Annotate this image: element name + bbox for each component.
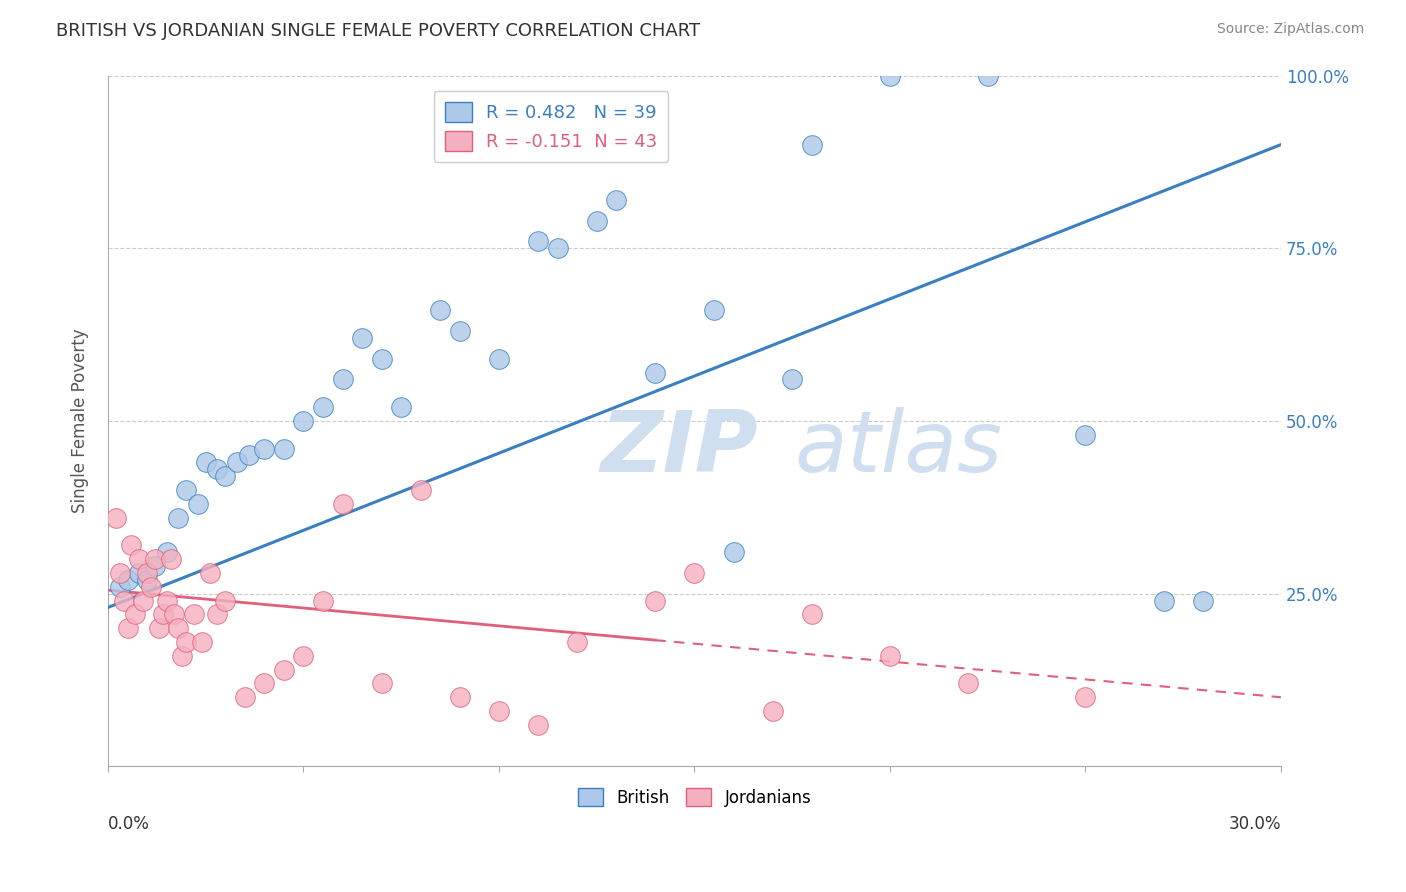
Point	[332, 372, 354, 386]
Point	[191, 635, 214, 649]
Point	[159, 552, 181, 566]
Point	[136, 573, 159, 587]
Point	[409, 483, 432, 497]
Point	[605, 193, 627, 207]
Point	[143, 552, 166, 566]
Point	[156, 545, 179, 559]
Point	[273, 663, 295, 677]
Point	[183, 607, 205, 622]
Point	[174, 635, 197, 649]
Point	[1074, 690, 1097, 705]
Point	[207, 607, 229, 622]
Point	[172, 648, 194, 663]
Point	[312, 400, 335, 414]
Point	[214, 593, 236, 607]
Point	[547, 241, 569, 255]
Point	[156, 593, 179, 607]
Point	[312, 593, 335, 607]
Point	[370, 351, 392, 366]
Point	[352, 331, 374, 345]
Point	[128, 566, 150, 580]
Point	[800, 137, 823, 152]
Point	[879, 69, 901, 83]
Point	[488, 351, 510, 366]
Point	[585, 213, 607, 227]
Text: 0.0%: 0.0%	[108, 814, 150, 832]
Point	[644, 593, 666, 607]
Point	[567, 635, 589, 649]
Point	[800, 607, 823, 622]
Point	[174, 483, 197, 497]
Point	[238, 449, 260, 463]
Y-axis label: Single Female Poverty: Single Female Poverty	[72, 328, 89, 513]
Point	[120, 538, 142, 552]
Point	[957, 676, 980, 690]
Point	[292, 414, 315, 428]
Point	[187, 497, 209, 511]
Point	[332, 497, 354, 511]
Point	[273, 442, 295, 456]
Legend: British, Jordanians: British, Jordanians	[571, 781, 818, 814]
Point	[198, 566, 221, 580]
Point	[132, 593, 155, 607]
Point	[226, 455, 249, 469]
Point	[112, 593, 135, 607]
Point	[449, 324, 471, 338]
Point	[167, 510, 190, 524]
Point	[152, 607, 174, 622]
Point	[163, 607, 186, 622]
Text: atlas: atlas	[794, 407, 1002, 490]
Point	[389, 400, 412, 414]
Point	[644, 366, 666, 380]
Point	[488, 704, 510, 718]
Text: 30.0%: 30.0%	[1229, 814, 1281, 832]
Point	[683, 566, 706, 580]
Point	[370, 676, 392, 690]
Point	[108, 566, 131, 580]
Point	[1153, 593, 1175, 607]
Point	[879, 648, 901, 663]
Point	[143, 559, 166, 574]
Point	[139, 580, 162, 594]
Point	[780, 372, 803, 386]
Point	[1191, 593, 1213, 607]
Point	[167, 621, 190, 635]
Point	[207, 462, 229, 476]
Point	[429, 303, 451, 318]
Point	[104, 510, 127, 524]
Point	[117, 621, 139, 635]
Point	[762, 704, 785, 718]
Point	[723, 545, 745, 559]
Point	[108, 580, 131, 594]
Point	[977, 69, 1000, 83]
Point	[253, 442, 276, 456]
Point	[233, 690, 256, 705]
Point	[449, 690, 471, 705]
Point	[194, 455, 217, 469]
Point	[292, 648, 315, 663]
Point	[117, 573, 139, 587]
Point	[128, 552, 150, 566]
Point	[703, 303, 725, 318]
Text: Source: ZipAtlas.com: Source: ZipAtlas.com	[1216, 22, 1364, 37]
Point	[214, 469, 236, 483]
Point	[527, 718, 550, 732]
Point	[253, 676, 276, 690]
Text: BRITISH VS JORDANIAN SINGLE FEMALE POVERTY CORRELATION CHART: BRITISH VS JORDANIAN SINGLE FEMALE POVER…	[56, 22, 700, 40]
Point	[1074, 427, 1097, 442]
Point	[136, 566, 159, 580]
Point	[527, 235, 550, 249]
Point	[124, 607, 146, 622]
Point	[148, 621, 170, 635]
Text: ZIP: ZIP	[600, 407, 758, 490]
